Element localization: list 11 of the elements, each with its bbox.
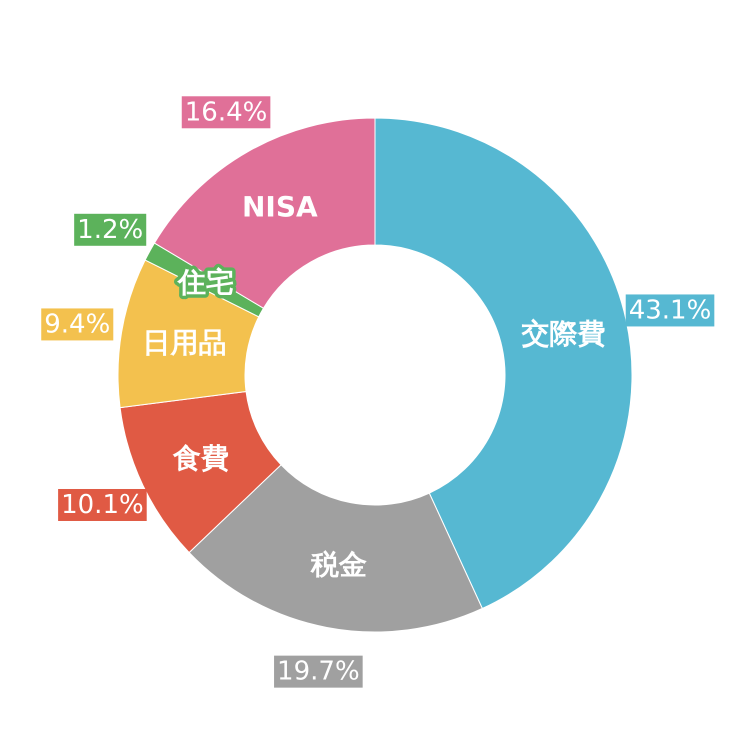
- slice-label: 税金: [310, 548, 367, 582]
- slice-label: NISA: [242, 190, 318, 224]
- legend-label: 日用品: [142, 326, 227, 360]
- slice-label: 食費: [172, 442, 229, 475]
- data-label: 10.1%: [61, 490, 144, 520]
- data-label: 43.1%: [628, 295, 712, 326]
- data-label: 19.7%: [277, 656, 360, 687]
- data-label: 1.2%: [77, 214, 144, 245]
- slice-label: 交際費: [520, 317, 606, 350]
- data-label: 9.4%: [44, 309, 110, 340]
- data-label: 16.4%: [184, 97, 268, 128]
